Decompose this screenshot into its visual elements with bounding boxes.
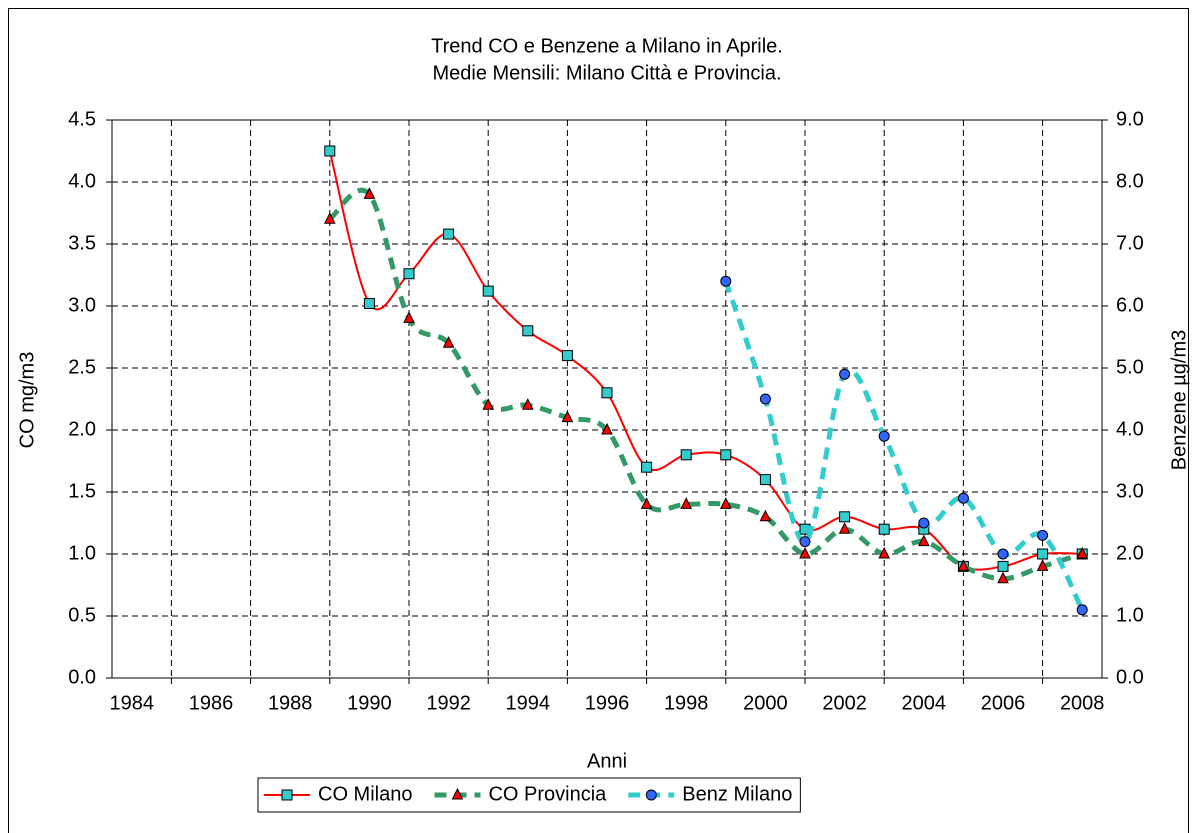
marker	[918, 517, 930, 529]
marker	[1076, 604, 1088, 616]
y-tick-label: 4.5	[68, 108, 96, 130]
marker	[878, 430, 890, 442]
marker	[403, 268, 415, 280]
marker	[759, 509, 772, 522]
marker	[839, 511, 851, 523]
y2-tick-label: 6.0	[1116, 294, 1144, 316]
marker	[878, 523, 890, 535]
marker	[878, 546, 891, 559]
y2-tick-label: 1.0	[1116, 604, 1144, 626]
marker	[1037, 548, 1049, 560]
x-axis-title: Anni	[587, 750, 627, 772]
y-tick-label: 3.0	[68, 294, 96, 316]
marker	[759, 474, 771, 486]
legend-label: CO Provincia	[488, 783, 607, 805]
y2-tick-label: 8.0	[1116, 170, 1144, 192]
marker	[799, 536, 811, 548]
marker	[601, 387, 613, 399]
marker	[839, 368, 851, 380]
x-tick-label: 1990	[347, 692, 392, 714]
marker	[601, 422, 613, 435]
marker	[720, 275, 732, 287]
marker	[522, 325, 534, 337]
legend-label: CO Milano	[318, 783, 412, 805]
series-line	[328, 187, 1083, 582]
y2-tick-label: 4.0	[1116, 418, 1144, 440]
x-tick-label: 2008	[1060, 692, 1105, 714]
marker	[482, 285, 494, 297]
plot-area	[111, 119, 1103, 679]
y2-tick-label: 0.0	[1116, 666, 1144, 688]
marker	[281, 789, 293, 801]
chart-subtitle: Medie Mensili: Milano Città e Provincia.	[432, 62, 781, 84]
marker	[363, 298, 375, 310]
legend-box	[257, 777, 801, 813]
marker	[640, 497, 653, 509]
y-tick-label: 2.5	[68, 356, 96, 378]
marker	[482, 398, 495, 410]
marker	[1037, 529, 1049, 541]
x-tick-label: 1986	[189, 692, 234, 714]
marker	[917, 534, 930, 547]
marker	[645, 789, 657, 801]
x-tick-label: 2002	[822, 692, 867, 714]
marker	[561, 350, 573, 362]
y-axis-title: CO mg/m3	[16, 352, 38, 449]
y2-tick-label: 7.0	[1116, 232, 1144, 254]
x-tick-label: 1984	[110, 692, 155, 714]
y-tick-label: 3.5	[68, 232, 96, 254]
legend-label: Benz Milano	[682, 783, 792, 805]
y-tick-label: 0.5	[68, 604, 96, 626]
y2-tick-label: 9.0	[1116, 108, 1144, 130]
marker	[1076, 546, 1089, 559]
x-tick-label: 1988	[268, 692, 313, 714]
marker	[997, 571, 1009, 584]
marker	[641, 461, 653, 473]
marker	[759, 393, 771, 405]
x-tick-label: 1992	[426, 692, 471, 714]
y-tick-label: 1.5	[68, 480, 96, 502]
marker	[720, 449, 732, 461]
chart-frame	[8, 8, 1189, 833]
marker	[997, 548, 1009, 560]
marker	[443, 228, 455, 240]
marker	[561, 410, 574, 423]
x-tick-label: 2004	[902, 692, 947, 714]
x-tick-label: 2006	[981, 692, 1026, 714]
x-tick-label: 1994	[506, 692, 551, 714]
y-tick-label: 1.0	[68, 542, 96, 564]
y2-axis-title: Benzene µg/m3	[1168, 330, 1190, 471]
marker	[838, 522, 851, 534]
chart-title: Trend CO e Benzene a Milano in Aprile.	[431, 35, 783, 57]
marker	[1036, 559, 1049, 571]
marker	[521, 398, 534, 410]
y2-tick-label: 5.0	[1116, 356, 1144, 378]
marker	[957, 559, 970, 571]
marker	[799, 546, 811, 559]
x-tick-label: 2000	[743, 692, 788, 714]
y2-tick-label: 3.0	[1116, 480, 1144, 502]
y-tick-label: 2.0	[68, 418, 96, 440]
marker	[363, 187, 376, 199]
marker	[403, 311, 415, 323]
y-tick-label: 4.0	[68, 170, 96, 192]
marker	[997, 560, 1009, 572]
x-tick-label: 1996	[585, 692, 630, 714]
y-tick-label: 0.0	[68, 666, 96, 688]
marker	[323, 212, 336, 224]
marker	[442, 336, 455, 348]
marker	[719, 497, 732, 509]
marker	[957, 492, 969, 504]
marker	[680, 449, 692, 461]
legend: CO Milano CO Provincia Benz Milano	[257, 777, 801, 813]
marker	[680, 497, 693, 509]
marker	[451, 787, 464, 800]
x-tick-label: 1998	[664, 692, 709, 714]
marker	[324, 145, 336, 157]
y2-tick-label: 2.0	[1116, 542, 1144, 564]
